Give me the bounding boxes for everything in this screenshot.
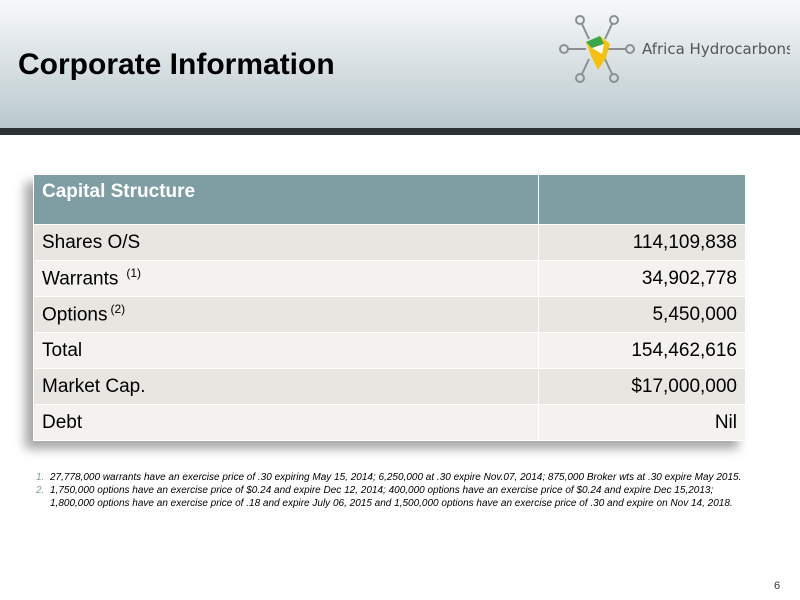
logo-text: Africa Hydrocarbons bbox=[642, 40, 790, 58]
row-note: (1) bbox=[126, 266, 142, 281]
row-label: Warrants bbox=[42, 268, 119, 290]
logo: Africa Hydrocarbons bbox=[559, 15, 790, 83]
footnote-text: 1,750,000 options have an exercise price… bbox=[50, 485, 733, 509]
row-value: $17,000,000 bbox=[538, 368, 746, 405]
footnote-text: 27,778,000 warrants have an exercise pri… bbox=[50, 472, 742, 483]
row-note: (2) bbox=[110, 302, 126, 317]
row-value: 5,450,000 bbox=[538, 296, 746, 333]
row-value: 114,109,838 bbox=[538, 224, 746, 261]
capital-table: Capital Structure Shares O/S 114,109,838 … bbox=[33, 174, 746, 441]
footnotes: 1. 27,778,000 warrants have an exercise p… bbox=[36, 471, 746, 510]
footnote-marker: 2. bbox=[36, 485, 45, 496]
table-heading: Capital Structure bbox=[33, 174, 539, 225]
row-label: Options bbox=[42, 304, 108, 326]
page-number: 6 bbox=[774, 580, 781, 592]
row-value: 154,462,616 bbox=[538, 332, 746, 369]
header-rule bbox=[0, 128, 800, 135]
row-value: Nil bbox=[538, 404, 746, 441]
footnote-marker: 1. bbox=[36, 472, 45, 483]
header-band bbox=[0, 0, 800, 128]
title: Corporate Information bbox=[18, 48, 335, 81]
row-label: Total bbox=[42, 339, 83, 361]
row-label: Market Cap. bbox=[42, 375, 146, 397]
row-value: 34,902,778 bbox=[538, 260, 746, 297]
row-label: Shares O/S bbox=[42, 231, 141, 253]
row-label: Debt bbox=[42, 411, 83, 433]
